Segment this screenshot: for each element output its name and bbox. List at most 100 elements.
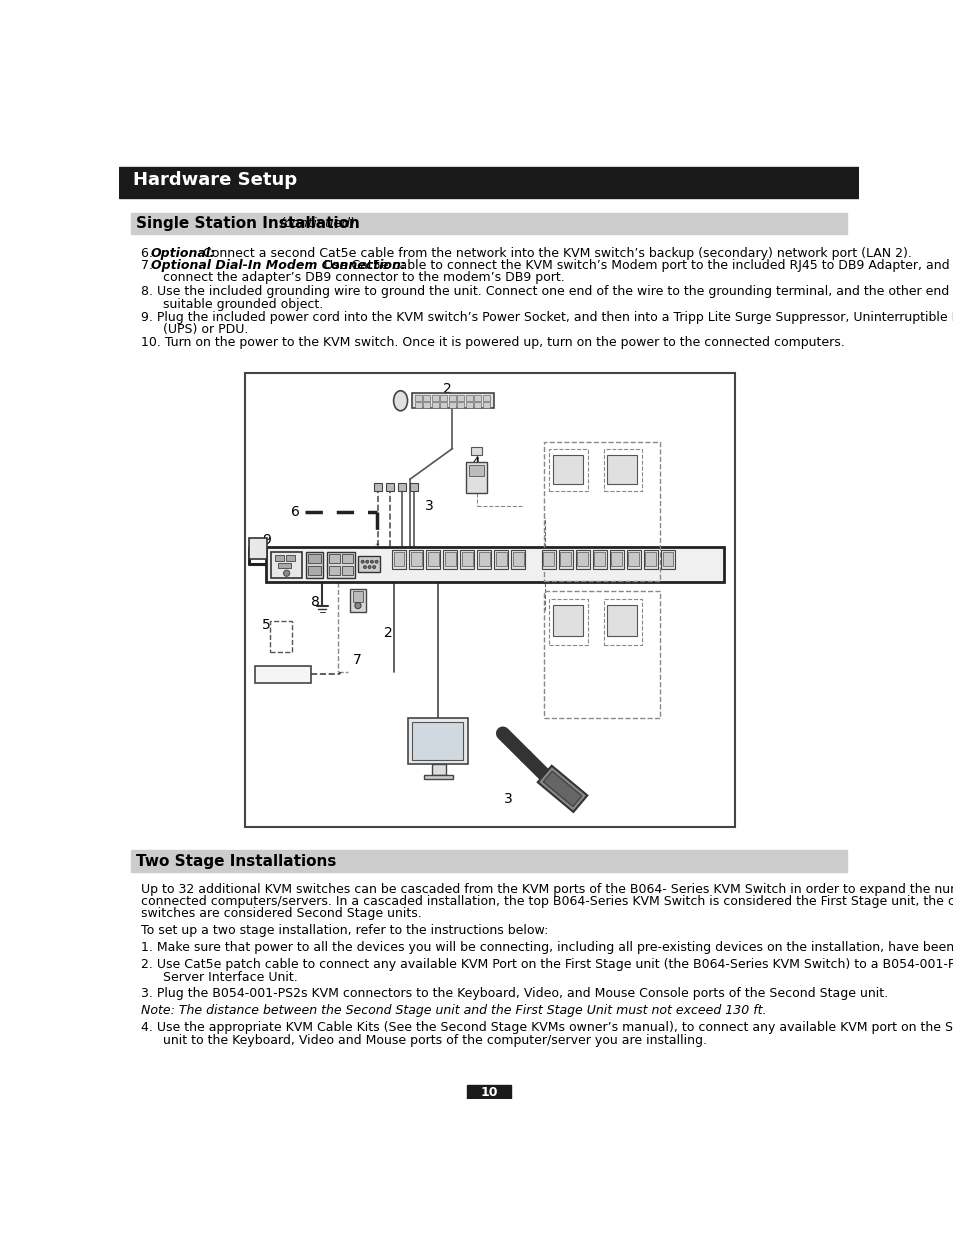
Bar	[607, 454, 637, 484]
Bar	[353, 592, 362, 601]
Bar	[407, 718, 468, 764]
Circle shape	[368, 566, 371, 568]
Bar	[415, 403, 421, 408]
Text: connect the adapter’s DB9 connector to the modem’s DB9 port.: connect the adapter’s DB9 connector to t…	[162, 272, 564, 284]
Bar	[422, 403, 430, 408]
Bar	[541, 550, 555, 568]
Text: switches are considered Second Stage units.: switches are considered Second Stage uni…	[141, 908, 421, 920]
Bar	[603, 599, 641, 645]
Bar	[559, 552, 571, 566]
Text: 10: 10	[479, 1086, 497, 1099]
Circle shape	[355, 603, 360, 609]
Text: unit to the Keyboard, Video and Mouse ports of the computer/server you are insta: unit to the Keyboard, Video and Mouse po…	[162, 1034, 706, 1047]
Bar	[456, 403, 464, 408]
Text: 1. Make sure that power to all the devices you will be connecting, including all: 1. Make sure that power to all the devic…	[141, 941, 953, 955]
Text: 5: 5	[261, 618, 271, 632]
Text: 8. Use the included grounding wire to ground the unit. Connect one end of the wi: 8. Use the included grounding wire to gr…	[141, 285, 953, 299]
Bar	[412, 393, 493, 409]
Bar	[427, 552, 438, 566]
Bar	[374, 483, 381, 490]
Text: (UPS) or PDU.: (UPS) or PDU.	[162, 324, 248, 336]
Bar	[431, 395, 438, 401]
Bar	[553, 454, 582, 484]
Bar	[131, 851, 846, 872]
Bar	[661, 552, 673, 566]
Bar	[543, 592, 659, 718]
Bar	[448, 403, 456, 408]
Text: 4: 4	[471, 456, 479, 471]
Bar	[511, 550, 525, 568]
Text: 3: 3	[504, 792, 513, 806]
Bar	[392, 550, 406, 568]
Bar	[286, 555, 294, 561]
Text: 6.: 6.	[141, 247, 156, 259]
Circle shape	[373, 566, 375, 568]
Bar	[465, 395, 472, 401]
Bar	[558, 550, 572, 568]
Text: (continued): (continued)	[280, 217, 356, 230]
Text: Optional Dial-In Modem Connection:: Optional Dial-In Modem Connection:	[151, 259, 405, 272]
Bar	[426, 550, 439, 568]
Text: Two Stage Installations: Two Stage Installations	[136, 853, 336, 868]
Bar	[357, 556, 379, 572]
Text: 4. Use the appropriate KVM Cable Kits (See the Second Stage KVMs owner’s manual): 4. Use the appropriate KVM Cable Kits (S…	[141, 1021, 953, 1035]
Bar	[543, 442, 659, 580]
Bar	[542, 552, 554, 566]
Bar	[474, 403, 480, 408]
Bar	[394, 552, 404, 566]
Bar	[456, 395, 464, 401]
Bar	[660, 550, 674, 568]
Bar	[249, 537, 266, 559]
Bar	[496, 552, 506, 566]
Bar	[478, 552, 489, 566]
Text: 2. Use Cat5e patch cable to connect any available KVM Port on the First Stage un: 2. Use Cat5e patch cable to connect any …	[141, 958, 953, 971]
Ellipse shape	[394, 390, 407, 411]
Bar	[412, 721, 463, 761]
Bar	[341, 566, 353, 574]
Bar	[468, 466, 484, 477]
Bar	[467, 1086, 510, 1099]
Bar	[594, 552, 604, 566]
Text: Server Interface Unit.: Server Interface Unit.	[162, 971, 297, 983]
Bar	[577, 552, 587, 566]
Bar	[549, 448, 587, 490]
Bar	[119, 168, 858, 199]
Text: Single Station Installation: Single Station Installation	[136, 216, 360, 231]
Bar	[471, 447, 481, 454]
Text: 10. Turn on the power to the KVM switch. Once it is powered up, turn on the powe: 10. Turn on the power to the KVM switch.…	[141, 336, 843, 350]
Bar	[410, 483, 417, 490]
Bar	[271, 552, 302, 578]
Bar	[448, 395, 456, 401]
Bar	[341, 555, 353, 563]
Bar	[626, 550, 640, 568]
Bar	[439, 395, 447, 401]
Bar	[542, 771, 581, 806]
Bar	[482, 395, 489, 401]
Bar	[278, 563, 291, 568]
Bar	[350, 589, 365, 611]
Bar	[444, 552, 456, 566]
Bar	[537, 766, 587, 811]
Bar	[329, 566, 340, 574]
Bar	[465, 403, 472, 408]
Text: Use Cat5e cable to connect the KVM switch’s Modem port to the included RJ45 to D: Use Cat5e cable to connect the KVM switc…	[319, 259, 948, 272]
Circle shape	[370, 561, 373, 563]
Bar	[461, 552, 472, 566]
Text: Connect a second Cat5e cable from the network into the KVM switch’s backup (seco: Connect a second Cat5e cable from the ne…	[199, 247, 911, 259]
Text: Modem: Modem	[261, 669, 304, 682]
Bar	[308, 555, 320, 563]
Circle shape	[283, 571, 290, 577]
Text: 9: 9	[262, 534, 272, 547]
Bar	[553, 605, 582, 636]
Bar	[443, 550, 456, 568]
Bar	[306, 552, 323, 578]
Bar	[645, 552, 656, 566]
Bar	[603, 448, 641, 490]
Text: 8: 8	[311, 595, 320, 609]
Bar	[327, 552, 355, 578]
Text: 9. Plug the included power cord into the KVM switch’s Power Socket, and then int: 9. Plug the included power cord into the…	[141, 311, 953, 324]
Text: 7.: 7.	[141, 259, 157, 272]
Text: 2: 2	[443, 383, 452, 396]
Text: 3: 3	[424, 499, 433, 513]
Circle shape	[363, 566, 366, 568]
